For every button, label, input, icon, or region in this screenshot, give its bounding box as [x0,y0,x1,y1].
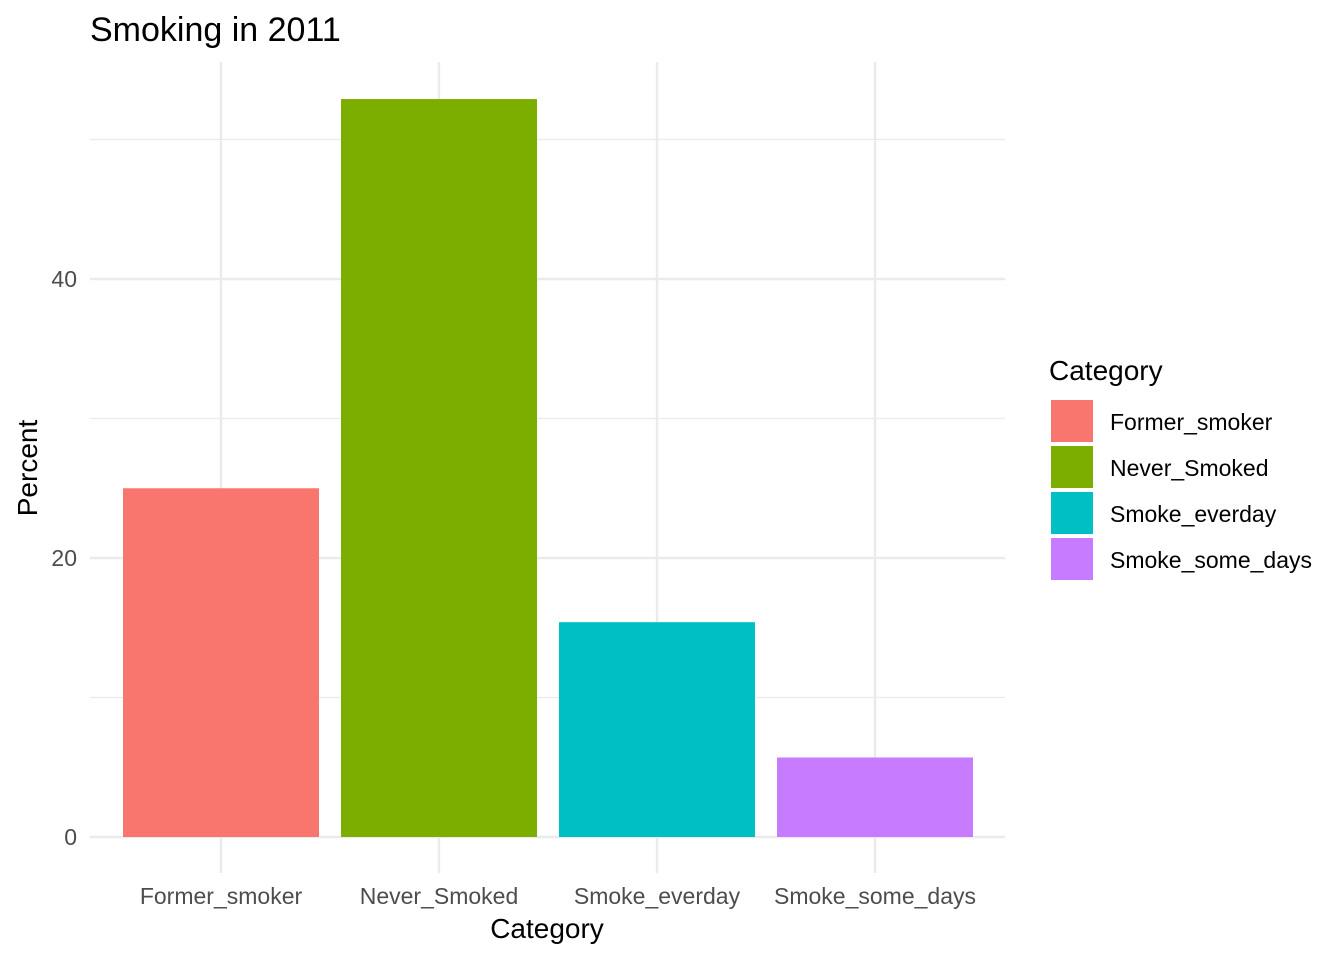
legend-key [1051,538,1093,580]
legend-key [1051,446,1093,488]
y-axis-title: Percent [12,420,43,517]
bars [123,99,973,838]
y-tick-label: 0 [64,824,77,850]
legend-label: Former_smoker [1110,409,1273,435]
x-tick-label: Smoke_everday [574,883,741,909]
legend-key [1051,400,1093,442]
y-tick-label: 40 [51,266,77,292]
x-axis-title: Category [490,913,604,944]
x-tick-label: Never_Smoked [360,883,519,909]
legend-key [1051,492,1093,534]
legend-label: Smoke_everday [1110,501,1277,527]
chart-title: Smoking in 2011 [90,11,341,49]
y-tick-label: 20 [51,545,77,571]
y-axis-ticks: 0 20 40 [51,266,77,850]
x-axis-ticks: Former_smoker Never_Smoked Smoke_everday Sm… [140,883,976,909]
x-tick-label: Smoke_some_days [774,883,976,909]
legend-label: Never_Smoked [1110,455,1269,481]
legend: Category Former_smoker Never_Smoked Smoke_… [1049,355,1312,580]
bar-smoke-some-days [777,757,973,837]
x-tick-label: Former_smoker [140,883,303,909]
bar-never-smoked [341,99,537,838]
legend-label: Smoke_some_days [1110,547,1312,573]
bar-smoke-everday [559,622,755,837]
legend-title: Category [1049,355,1163,386]
bar-former-smoker [123,488,319,837]
